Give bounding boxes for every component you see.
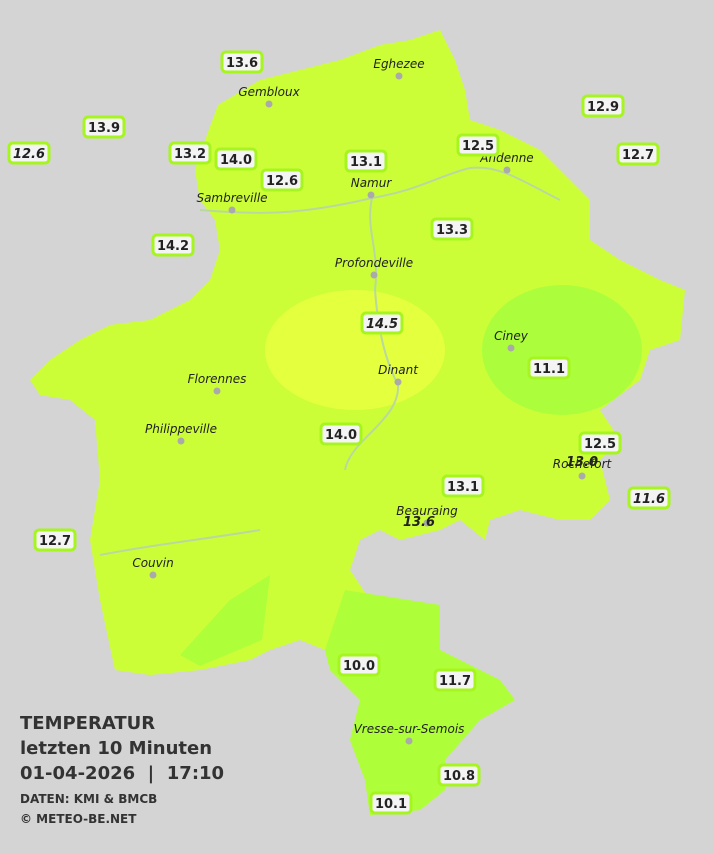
labels: EghezeeGemblouxAndenneNamurSambrevillePr… [7,50,671,815]
station-box [344,149,388,173]
title: TEMPERATUR [20,713,155,734]
station-box [369,791,413,815]
town-dot [405,737,413,745]
station-value: 10.8 [443,769,475,784]
station-box [82,115,126,139]
station-box [260,168,304,192]
town-dot [370,271,378,279]
station-box [214,147,258,171]
station-box [360,311,404,335]
cool-zone-couvin [180,575,270,666]
town-dot [507,344,515,352]
town-label: Philippeville [145,422,217,436]
station-value: 12.6 [13,147,45,162]
station-box [527,356,571,380]
station-box [430,217,474,241]
station-value: 14.0 [325,428,357,443]
station-value: 14.5 [366,317,398,332]
station-value: 12.7 [622,148,654,163]
station-box [7,141,51,165]
town-dot [228,206,236,214]
station-value: 12.6 [266,174,298,189]
cool-zone-ciney [482,285,642,415]
station-box [33,528,77,552]
station-value: 10.1 [375,797,407,812]
station-value: 14.0 [220,153,252,168]
town-dot [177,437,185,445]
station-box [337,653,381,677]
warm-zone [265,290,445,410]
town-label: Couvin [132,556,173,570]
station-value: 13.3 [436,223,468,238]
source: DATEN: KMI & BMCB [20,792,157,806]
station-box [437,763,481,787]
station-value: 11.1 [533,362,565,377]
town-dot [367,191,375,199]
station-value: 14.2 [157,239,189,254]
province [30,30,685,815]
station-value: 12.5 [462,139,494,154]
river [99,529,261,556]
cool-zone-south [325,590,515,815]
station-box [168,141,212,165]
datetime: 01-04-2026 | 17:10 [20,763,224,784]
station-value: 13.6 [226,56,258,71]
station-value: 12.5 [584,437,616,452]
station-value: 13.0 [566,455,598,470]
station-box [433,668,477,692]
town-label: Dinant [378,363,419,377]
station-value: 13.1 [447,480,479,495]
town-dot [423,519,431,527]
river [344,197,400,471]
station-box [581,94,625,118]
subtitle: letzten 10 Minuten [20,738,212,759]
town-label: Florennes [188,372,247,386]
station-value: 13.6 [403,515,435,530]
town-dot [265,100,273,108]
station-box [151,233,195,257]
station-value: 13.2 [174,147,206,162]
station-value: 13.1 [350,155,382,170]
station-value: 10.0 [343,659,375,674]
station-box [627,486,671,510]
town-dot [149,571,157,579]
town-dot [213,387,221,395]
copyright: © METEO-BE.NET [20,812,137,826]
town-label: Namur [351,176,393,190]
town-label: Profondeville [335,256,413,270]
town-label: Ciney [494,329,529,343]
town-label: Beauraing [396,504,458,518]
station-box [220,50,264,74]
station-box [456,133,500,157]
river [199,166,561,214]
station-value: 11.7 [439,674,471,689]
station-value: 12.9 [587,100,619,115]
town-dot [394,378,402,386]
town-label: Eghezee [373,57,424,71]
station-box [441,474,485,498]
town-label: Gembloux [238,85,300,99]
town-dot [395,72,403,80]
town-dot [578,472,586,480]
town-label: Rochefort [553,457,613,471]
station-box [319,422,363,446]
station-box [578,431,622,455]
town-dot [503,166,511,174]
station-value: 12.7 [39,534,71,549]
station-value: 11.6 [633,492,665,507]
station-box [616,142,660,166]
town-label: Vresse-sur-Semois [354,722,465,736]
station-value: 13.9 [88,121,120,136]
town-label: Sambreville [196,191,267,205]
